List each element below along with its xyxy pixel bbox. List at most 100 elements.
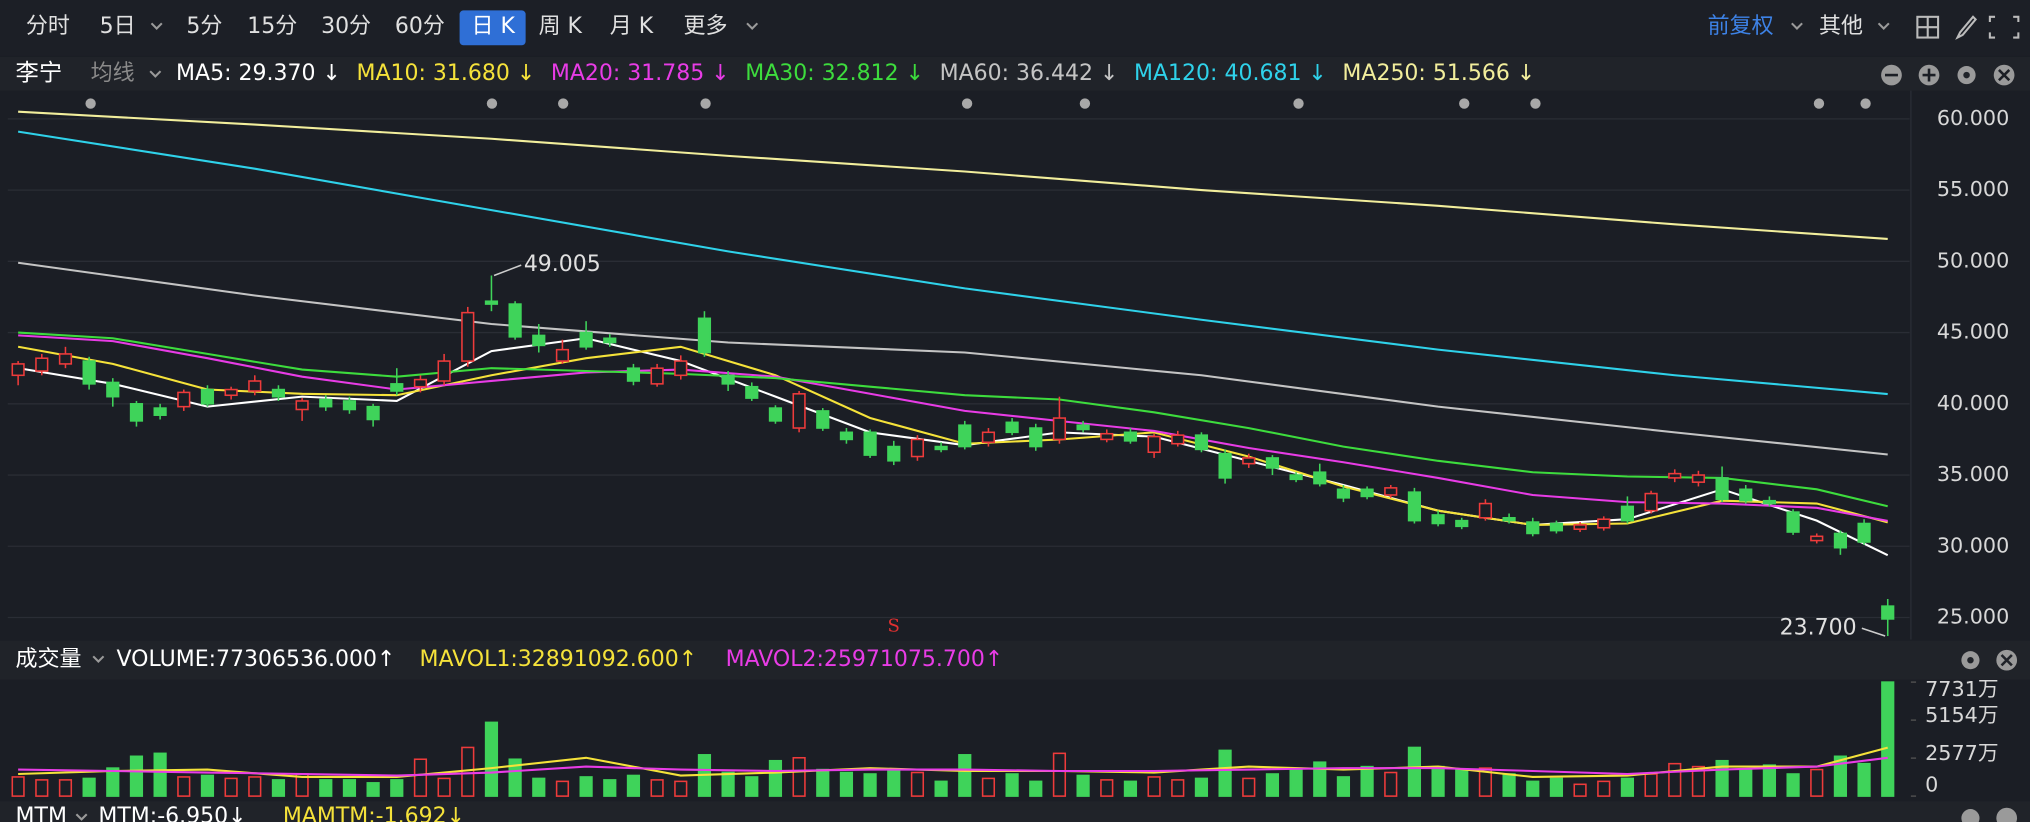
candle-body: [768, 407, 783, 422]
candle-body: [1052, 417, 1067, 441]
caret[interactable]: [1877, 22, 1890, 30]
volume-bar: [1833, 755, 1848, 797]
mtm-header: [0, 801, 2030, 822]
y-tick-label: 25.000: [1937, 605, 2009, 629]
candle-body: [461, 311, 475, 362]
candle-body: [958, 424, 972, 448]
period-button[interactable]: 周 K: [539, 14, 583, 39]
candle-body: [153, 407, 167, 416]
candle-body: [1526, 521, 1540, 535]
candle-body: [745, 385, 759, 399]
annotation-arrow: [493, 264, 522, 277]
candle-body: [295, 400, 309, 411]
y-tick-label: 0: [1925, 773, 1938, 797]
caret[interactable]: [150, 22, 163, 30]
toolbar: [0, 0, 2030, 56]
volume-bar: [1644, 773, 1658, 797]
volume-bar: [1407, 746, 1422, 797]
volume-bar: [484, 721, 499, 797]
annotation-label: 23.700: [1780, 615, 1857, 640]
other-menu[interactable]: 其他: [1819, 14, 1863, 39]
candle-body: [1715, 477, 1729, 501]
candle-body: [319, 398, 333, 408]
volume-bar: [1549, 777, 1564, 797]
event-dots: [85, 98, 1871, 109]
volume-bar: [1691, 765, 1706, 797]
candle-body: [271, 388, 286, 398]
candle-body: [1029, 427, 1043, 448]
candle-body: [508, 303, 522, 338]
adjust-menu[interactable]: 前复权: [1708, 14, 1774, 39]
volume-bar: [626, 774, 641, 797]
volume-bar: [200, 774, 215, 797]
volume-bar: [224, 777, 238, 797]
volume-bar: [1029, 780, 1043, 797]
period-button[interactable]: 更多: [684, 14, 728, 39]
toolbar-icons[interactable]: [1916, 15, 2020, 40]
candle-body: [1691, 474, 1706, 483]
candle-body: [106, 381, 120, 398]
volume-bar: [1123, 780, 1138, 797]
y-tick-label: 50.000: [1937, 248, 2009, 272]
volume-bar: [508, 758, 522, 797]
candle-body: [1123, 431, 1138, 442]
legend-entry: MA10: 31.680 ↓: [356, 61, 535, 86]
period-button[interactable]: 日 K: [472, 14, 516, 39]
y-tick-label: 45.000: [1937, 320, 2009, 344]
volume-bar: [1810, 768, 1824, 797]
candle-body: [1100, 432, 1114, 441]
candle-body: [1171, 434, 1185, 445]
candle-body: [816, 410, 830, 429]
candle-body: [1597, 518, 1611, 529]
caret[interactable]: [746, 22, 759, 30]
candle-body: [1242, 457, 1256, 465]
period-button[interactable]: 30分: [321, 14, 371, 39]
volume-bar: [319, 779, 333, 797]
period-button[interactable]: 5日: [100, 14, 136, 39]
volume-bar: [342, 779, 357, 797]
candle-body: [129, 403, 144, 422]
period-button[interactable]: 月 K: [610, 14, 654, 39]
period-button[interactable]: 5分: [186, 14, 222, 39]
candle-body: [1313, 471, 1327, 485]
volume-bar: [1715, 759, 1729, 797]
candle-body: [224, 388, 238, 397]
period-button[interactable]: 分时: [26, 14, 70, 39]
candle-body: [1549, 522, 1564, 532]
y-tick-label: 55.000: [1937, 177, 2009, 201]
caret[interactable]: [75, 813, 88, 821]
volume-bar: [58, 779, 73, 797]
candle-body: [484, 300, 499, 305]
caret[interactable]: [92, 655, 105, 663]
ma-line: [18, 110, 1888, 240]
candle-body: [1147, 435, 1161, 454]
candle-body: [1336, 488, 1351, 499]
candle-body: [200, 388, 215, 405]
candle-body: [1810, 535, 1824, 542]
volume-bar: [555, 780, 570, 797]
volume-bar: [958, 754, 972, 797]
candle-body: [342, 400, 357, 411]
candle-body: [1739, 488, 1753, 502]
caret[interactable]: [1791, 22, 1803, 30]
period-button[interactable]: 60分: [395, 14, 445, 39]
period-button[interactable]: 15分: [247, 14, 297, 39]
candle-body: [1455, 519, 1469, 528]
volume-bar: [934, 780, 948, 797]
volume-ma-line: [18, 746, 1888, 778]
ma-line: [17, 261, 1888, 456]
volume-bar: [1289, 768, 1303, 797]
legend-entry: VOLUME:77306536.000↑: [117, 647, 396, 672]
volume-bar: [1218, 749, 1232, 797]
caret[interactable]: [149, 70, 162, 78]
ma-line: [18, 334, 1888, 522]
candle-body: [1573, 524, 1587, 530]
candle-body: [579, 331, 593, 348]
panel-controls[interactable]: [1881, 64, 2018, 822]
ma-line: [17, 130, 1888, 396]
volume-bar: [390, 779, 404, 797]
volume-bar: [839, 771, 854, 797]
volume-bar: [674, 780, 688, 797]
volume-bar: [1597, 780, 1611, 797]
